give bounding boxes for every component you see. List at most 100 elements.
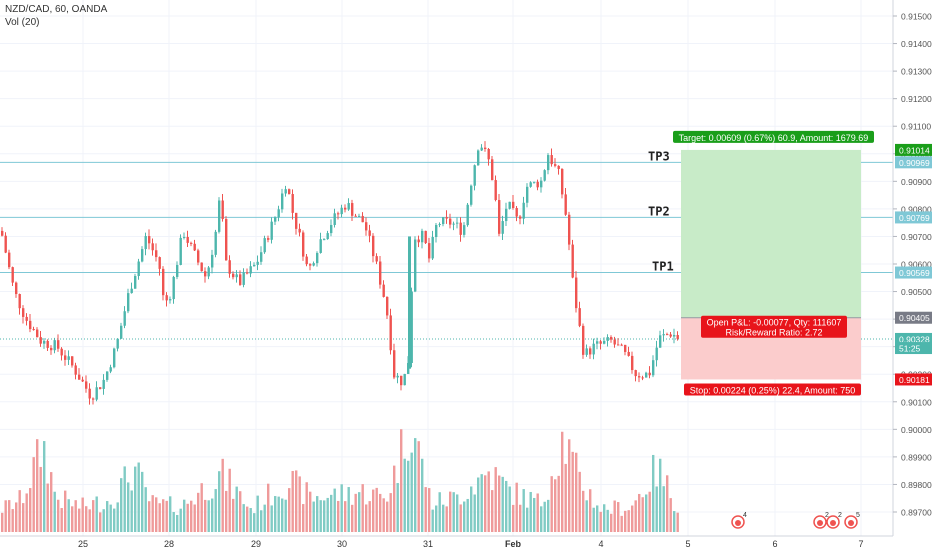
- price-tag-4-bg: [895, 311, 932, 324]
- volume-bar-142: [498, 475, 501, 532]
- volume-bar-63: [221, 458, 224, 532]
- candle-body-37: [130, 288, 133, 294]
- candle-body-80: [281, 193, 284, 210]
- volume-bar-75: [263, 504, 266, 532]
- candle-body-169: [592, 343, 595, 355]
- candle-body-123: [431, 237, 434, 259]
- candle-body-32: [113, 348, 116, 368]
- volume-bar-21: [74, 500, 77, 532]
- price-tag-0-bg: [895, 143, 932, 156]
- target-badge-box: [673, 130, 874, 143]
- candle-body-98: [344, 207, 347, 210]
- volume-bar-91: [319, 500, 322, 532]
- candle-body-77: [270, 221, 273, 240]
- candle-body-186: [652, 360, 655, 376]
- volume-bar-27: [95, 496, 98, 532]
- candle-body-103: [361, 215, 364, 223]
- volume-bar-165: [578, 471, 581, 532]
- candle-body-58: [204, 271, 207, 277]
- volume-bar-18: [64, 490, 67, 532]
- volume-bar-72: [253, 513, 256, 532]
- event-4-count: 5: [856, 512, 860, 519]
- volume-bar-149: [522, 489, 525, 532]
- candle-body-180: [631, 355, 634, 371]
- volume-bar-191: [669, 498, 672, 532]
- candle-body-14: [50, 347, 53, 351]
- candle-body-27: [95, 387, 98, 400]
- volume-bar-179: [627, 510, 630, 532]
- time-tick-6: 4: [598, 539, 603, 549]
- volume-bar-161: [564, 463, 567, 532]
- volume-bar-177: [620, 515, 623, 532]
- candle-body-181: [634, 370, 637, 377]
- candle-body-105: [368, 230, 371, 236]
- volume-bar-167: [585, 500, 588, 532]
- volume-bar-74: [260, 510, 263, 532]
- candle-body-90: [316, 252, 319, 264]
- candle-body-30: [106, 371, 109, 380]
- candle-body-75: [263, 238, 266, 253]
- price-tick-label-9: 0.90600: [901, 260, 932, 270]
- volume-bar-110: [386, 501, 389, 532]
- volume-bar-145: [508, 486, 511, 532]
- volume-bar-80: [281, 498, 284, 532]
- candle-body-109: [382, 284, 385, 297]
- candle-body-161: [564, 194, 567, 215]
- candle-body-48: [169, 299, 172, 301]
- candle-body-136: [477, 150, 480, 166]
- candle-body-52: [183, 236, 186, 238]
- volume-bar-136: [477, 477, 480, 532]
- price-tick-label-16: 0.89900: [901, 452, 932, 462]
- volume-bar-45: [158, 503, 161, 532]
- candle-body-92: [323, 239, 326, 241]
- candle-body-138: [484, 147, 487, 150]
- candle-body-122: [428, 243, 431, 259]
- price-tick-label-3: 0.91200: [901, 94, 932, 104]
- volume-bar-46: [162, 499, 165, 532]
- volume-bar-86: [302, 504, 305, 532]
- volume-bar-193: [676, 512, 679, 532]
- candle-body-25: [88, 388, 91, 399]
- candle-body-156: [547, 155, 550, 171]
- candle-body-129: [452, 223, 455, 225]
- price-tag-5-bg: [895, 332, 932, 345]
- candle-body-55: [193, 243, 196, 251]
- candle-body-91: [319, 239, 322, 253]
- volume-bar-11: [39, 466, 42, 532]
- volume-bar-173: [606, 509, 609, 532]
- candle-body-39: [137, 261, 140, 276]
- volume-bar-172: [603, 504, 606, 532]
- time-tick-2: 29: [251, 539, 261, 549]
- candle-body-13: [46, 340, 49, 348]
- candle-body-66: [232, 273, 235, 278]
- volume-bar-106: [372, 489, 375, 532]
- price-tag-2-bg: [895, 211, 932, 224]
- volume-bar-47: [165, 500, 168, 532]
- volume-bar-77: [270, 505, 273, 532]
- volume-bar-6: [22, 503, 25, 532]
- candle-body-8: [29, 320, 32, 330]
- time-axis: 25 28 29 30 31 Feb 4 5 6 7: [0, 535, 893, 549]
- volume-bar-141: [494, 467, 497, 532]
- candle-body-177: [620, 344, 623, 346]
- volume-bar-105: [368, 501, 371, 532]
- volume-bar-178: [624, 510, 627, 532]
- candle-body-163: [571, 244, 574, 278]
- candle-body-182: [638, 376, 641, 378]
- volume-bar-59: [207, 500, 210, 532]
- candle-body-111: [389, 315, 392, 351]
- price-tick-label-2: 0.91300: [901, 67, 932, 77]
- candle-body-114: [400, 375, 403, 386]
- candle-body-126: [442, 217, 445, 225]
- candle-body-83: [291, 194, 294, 213]
- candle-body-162: [568, 214, 571, 245]
- candle-body-6: [22, 308, 25, 317]
- level-label-tp3: TP3: [648, 149, 670, 163]
- volume-bar-40: [141, 471, 144, 532]
- candle-body-146: [512, 201, 515, 208]
- volume-bar-2: [8, 500, 11, 532]
- candle-body-24: [85, 381, 88, 389]
- volume-bar-55: [193, 504, 196, 532]
- volume-bar-147: [515, 482, 518, 532]
